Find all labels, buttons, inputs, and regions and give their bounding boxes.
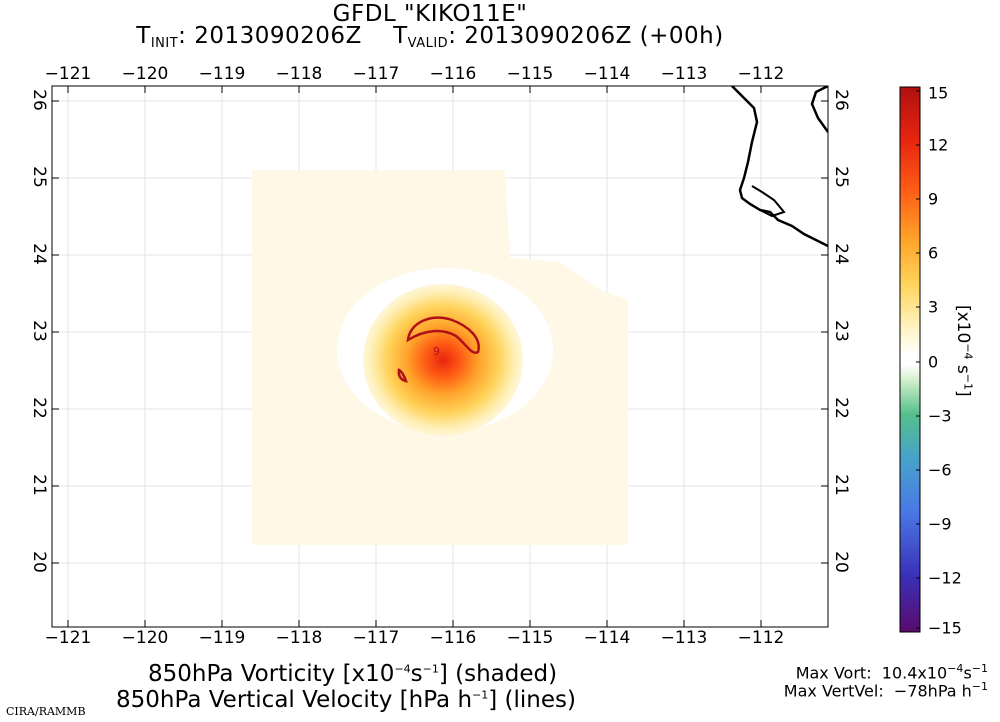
coastline-bay [751,185,786,218]
lon-label-top: −112 [737,64,785,84]
lat-label-right: 21 [830,474,851,496]
coastline-east [810,86,828,133]
lon-label-bottom: −117 [352,628,400,648]
lat-label-right: 23 [830,320,851,342]
credit-label: CIRA/RAMMB [6,705,86,718]
colorbar-tick-label: −6 [928,460,952,480]
lon-label-top: −116 [429,64,477,84]
lon-label-top: −113 [660,64,708,84]
tvalid-sub: VALID [407,36,449,51]
lat-label-right: 26 [830,89,851,111]
lon-label-top: −115 [506,64,554,84]
lon-label-bottom: −121 [44,628,92,648]
map-time-line: TINIT: 2013090206Z TVALID: 2013090206Z (… [0,24,860,56]
map-title: GFDL "KIKO11E" [332,1,528,27]
lon-label-bottom: −119 [198,628,246,648]
colorbar [899,86,921,633]
colorbar-tick-label: 3 [928,297,939,317]
lon-label-bottom: −118 [275,628,323,648]
colorbar-tick-label: −9 [928,514,952,534]
tvalid-value: : 2013090206Z (+00h) [448,23,724,49]
colorbar-tick-label: −3 [928,406,952,426]
velocity-contour-small [397,368,408,383]
colorbar-tick-label: −15 [928,618,962,638]
lon-label-top: −119 [198,64,246,84]
tvalid-label: T [393,23,408,49]
lon-label-top: −114 [583,64,631,84]
caption-vertical-velocity: 850hPa Vertical Velocity [hPa h−1] (line… [116,687,576,713]
colorbar-ticks [916,90,920,629]
colorbar-tick-label: 0 [928,352,939,372]
colorbar-tick-label: 9 [928,189,939,209]
colorbar-unit: [x10−4 s−1] [953,304,975,397]
contour-label: 9 [433,345,440,358]
lon-label-top: −120 [121,64,169,84]
velocity-contour-main [406,316,480,355]
max-vort-stat: Max Vort: 10.4x10−4s−1 [795,662,988,683]
lat-label-left: 26 [28,89,49,111]
lon-label-bottom: −115 [506,628,554,648]
colorbar-tick-label: 6 [928,243,939,263]
lat-label-right: 25 [830,166,851,188]
lat-label-left: 20 [28,551,49,573]
lat-label-left: 25 [28,166,49,188]
lon-label-bottom: −116 [429,628,477,648]
colorbar-tick-label: 12 [928,135,949,155]
lon-label-top: −118 [275,64,323,84]
lat-label-left: 22 [28,397,49,419]
colorbar-tick-label: −12 [928,568,962,588]
max-vertvel-stat: Max VertVel: −78hPa h−1 [783,680,988,701]
lat-label-right: 20 [830,551,851,573]
vortex-core [363,284,523,436]
lon-label-bottom: −112 [737,628,785,648]
tinit-label: T [136,23,151,49]
lat-label-left: 23 [28,320,49,342]
lat-label-right: 24 [830,243,851,265]
lon-label-bottom: −114 [583,628,631,648]
lat-label-left: 24 [28,243,49,265]
lon-label-bottom: −120 [121,628,169,648]
caption-vorticity: 850hPa Vorticity [x10−4s−1] (shaded) [148,661,558,687]
colorbar-tick-label: 15 [928,83,949,103]
coastline [731,86,828,248]
lon-label-top: −121 [44,64,92,84]
tinit-sub: INIT [150,36,179,51]
lat-label-left: 21 [28,474,49,496]
lon-label-bottom: −113 [660,628,708,648]
tinit-value: : 2013090206Z [178,23,362,49]
axis-ticks [52,86,828,627]
lon-label-top: −117 [352,64,400,84]
lat-label-right: 22 [830,397,851,419]
